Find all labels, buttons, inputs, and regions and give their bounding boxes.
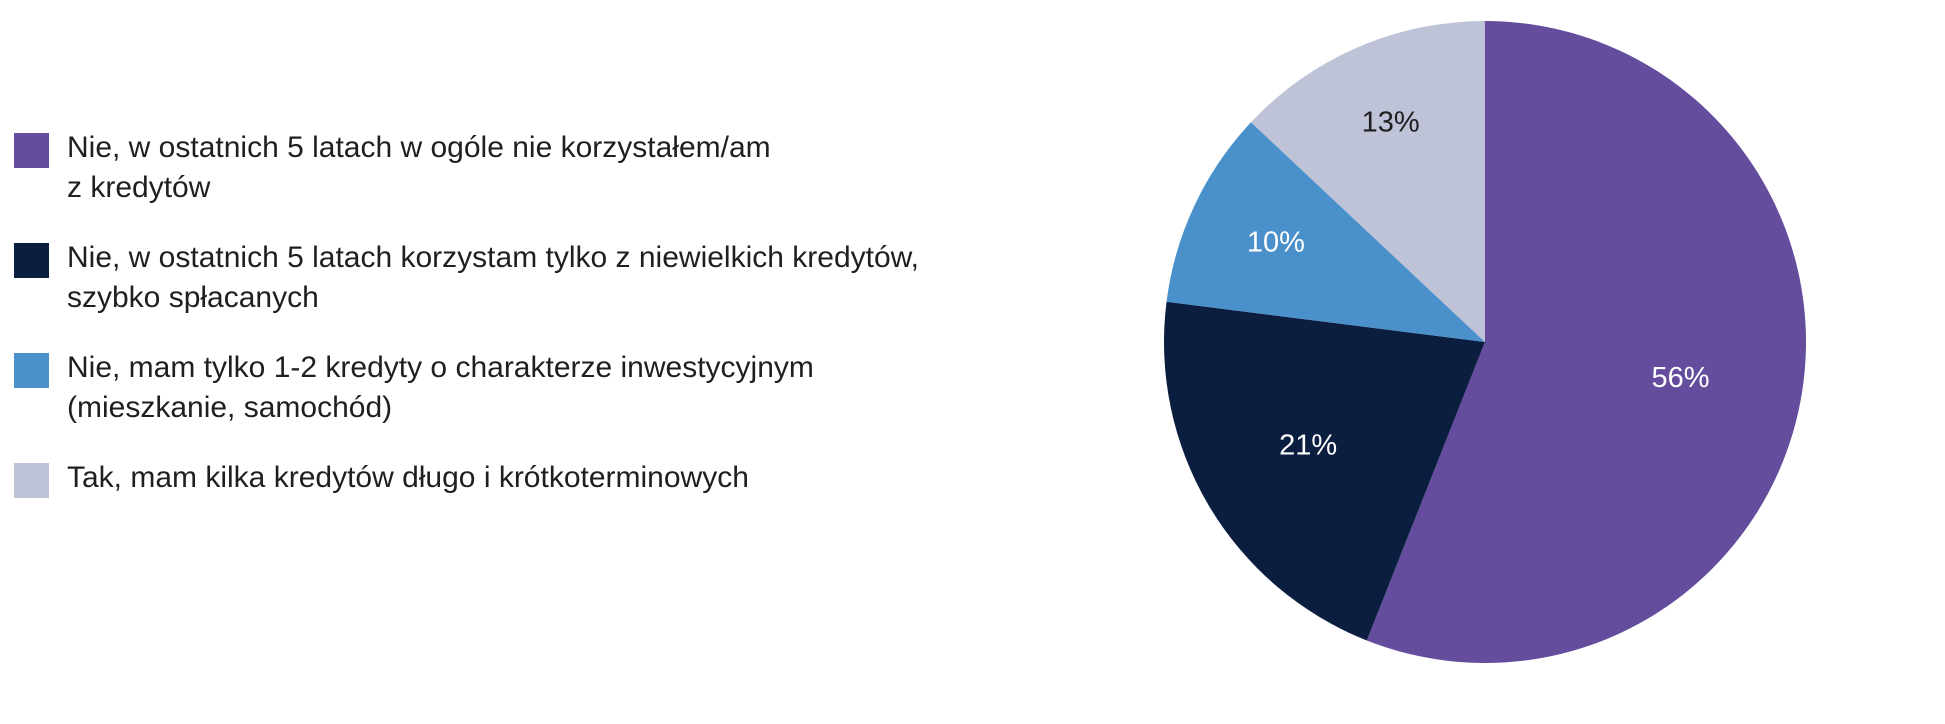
legend-item-several-credits: Tak, mam kilka kredytów długo i krótkote… xyxy=(14,458,1064,498)
legend-item-investment-credits: Nie, mam tylko 1-2 kredyty o charakterze… xyxy=(14,348,1064,428)
pie-slice-label: 10% xyxy=(1247,226,1305,258)
legend-swatch xyxy=(14,353,49,388)
legend-swatch xyxy=(14,133,49,168)
pie-slice xyxy=(1163,301,1485,641)
pie-slice-label: 13% xyxy=(1362,107,1420,139)
legend-label: Tak, mam kilka kredytów długo i krótkote… xyxy=(67,461,749,494)
legend-item-no-credit: Nie, w ostatnich 5 latach w ogóle nie ko… xyxy=(14,128,1064,208)
pie-slice-label: 21% xyxy=(1279,429,1337,461)
chart-legend: Nie, w ostatnich 5 latach w ogóle nie ko… xyxy=(14,128,1064,498)
pie-slice xyxy=(1251,21,1485,342)
pie-slice xyxy=(1366,21,1806,663)
legend-swatch xyxy=(14,463,49,498)
legend-label: Nie, w ostatnich 5 latach korzystam tylk… xyxy=(67,241,919,314)
legend-swatch xyxy=(14,243,49,278)
legend-label: Nie, mam tylko 1-2 kredyty o charakterze… xyxy=(67,351,814,424)
legend-item-small-credits: Nie, w ostatnich 5 latach korzystam tylk… xyxy=(14,238,1064,318)
legend-label: Nie, w ostatnich 5 latach w ogóle nie ko… xyxy=(67,131,771,204)
pie-slice-label: 56% xyxy=(1651,362,1709,394)
pie-slice xyxy=(1166,122,1485,342)
